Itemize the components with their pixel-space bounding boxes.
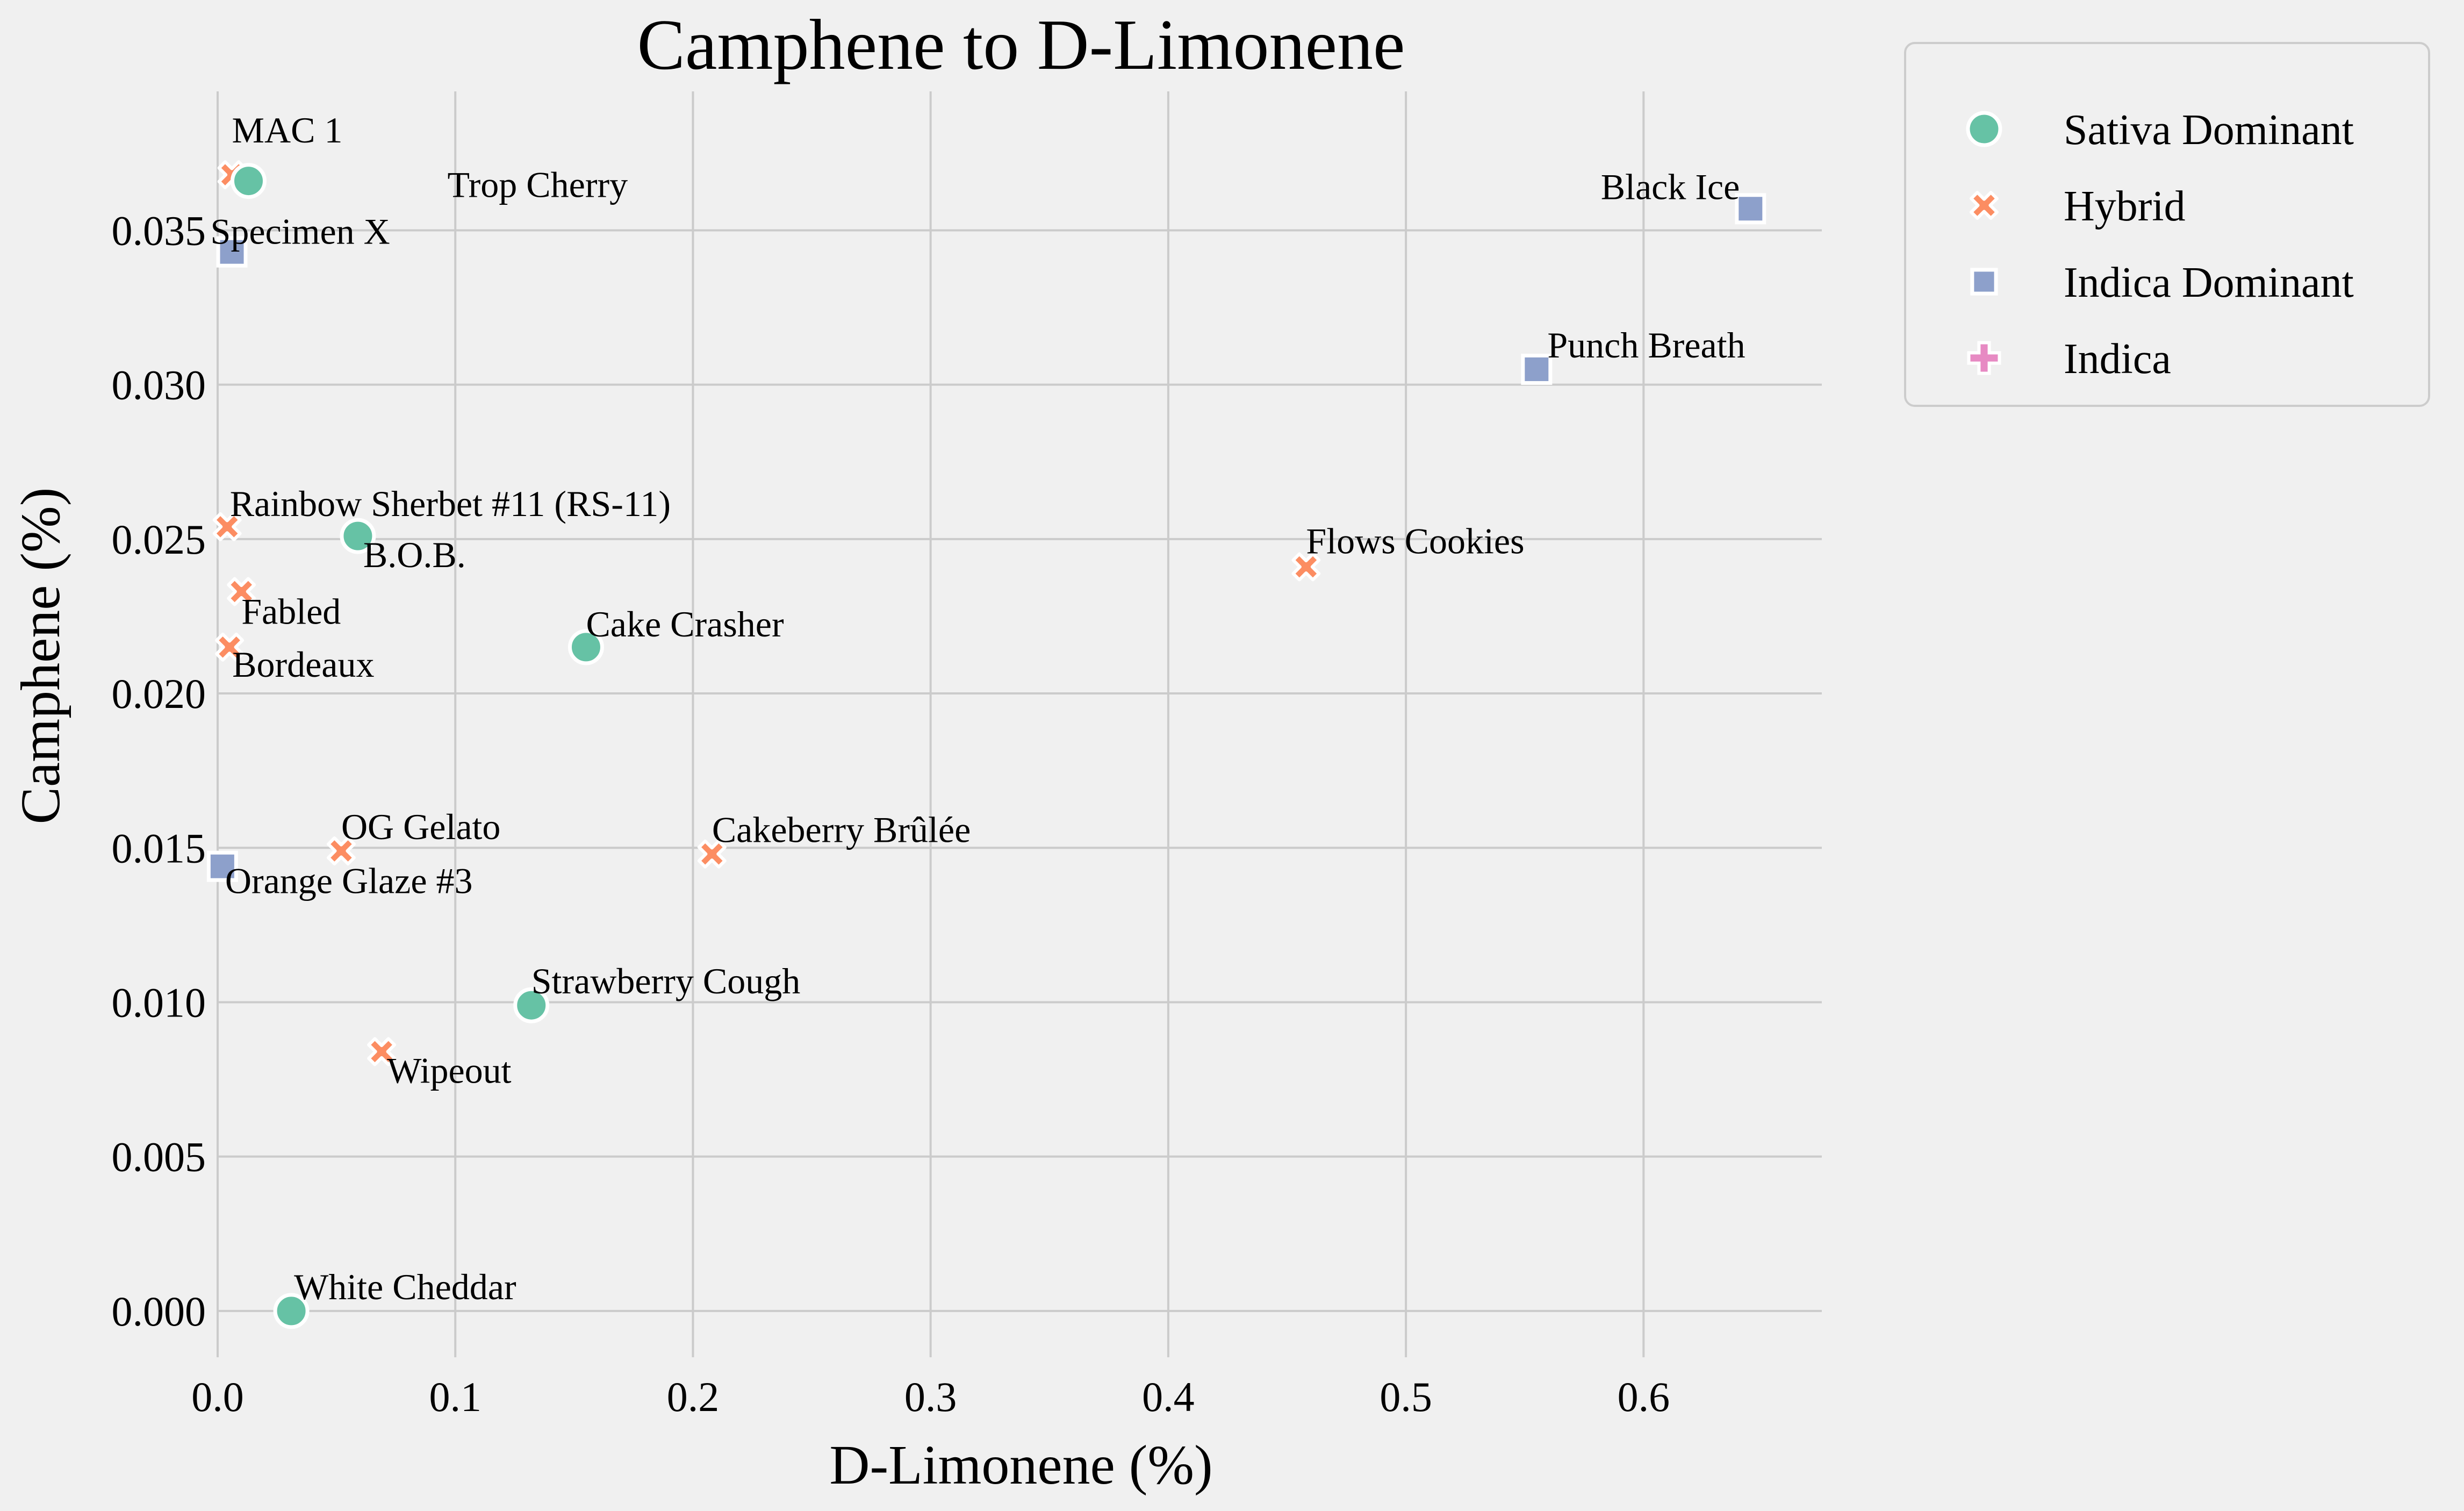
y-tick-label: 0.025 [112, 516, 206, 563]
y-tick-labels: 0.000 0.005 0.010 0.015 0.020 0.025 0.030 0.035 [112, 207, 206, 1334]
data-point [1735, 193, 1766, 225]
point-label: Cakeberry Brûlée [712, 810, 971, 850]
legend-marker [1970, 268, 1998, 296]
point-label: Punch Breath [1547, 325, 1745, 366]
legend-marker [1970, 191, 1999, 220]
y-tick-label: 0.035 [112, 207, 206, 254]
marker-shape [1735, 193, 1766, 225]
point-label: Black Ice [1601, 166, 1740, 207]
chart-title: Camphene to D-Limonene [637, 5, 1405, 84]
y-axis-title: Camphene (%) [10, 488, 71, 825]
data-point [212, 512, 242, 541]
data-points [206, 160, 1766, 1329]
point-label: Cake Crasher [586, 604, 784, 644]
data-point [1521, 353, 1553, 385]
data-point [513, 987, 550, 1023]
y-tick-label: 0.015 [112, 825, 206, 871]
x-tick-labels: 0.0 0.1 0.2 0.3 0.4 0.5 0.6 [191, 1373, 1670, 1420]
x-axis-title: D-Limonene (%) [829, 1434, 1212, 1496]
y-tick-label: 0.000 [112, 1288, 206, 1335]
data-point [367, 1037, 397, 1066]
x-tick-label: 0.1 [429, 1373, 482, 1420]
marker-shape [1967, 341, 2001, 375]
marker-shape [1966, 111, 2002, 147]
data-point [1291, 552, 1321, 582]
data-point [697, 839, 727, 869]
marker-shape [212, 512, 242, 541]
marker-shape [367, 1037, 397, 1066]
point-label: B.O.B. [363, 534, 466, 575]
point-label: Orange Glaze #3 [225, 861, 473, 901]
marker-shape [340, 518, 376, 554]
legend-marker [1966, 111, 2002, 147]
y-tick-label: 0.005 [112, 1134, 206, 1180]
x-tick-label: 0.3 [904, 1373, 957, 1420]
data-point [340, 518, 376, 554]
point-labels: MAC 1 Trop Cherry Specimen X Black Ice Punch… [211, 110, 1745, 1307]
y-tick-label: 0.020 [112, 670, 206, 717]
x-tick-label: 0.0 [191, 1373, 244, 1420]
marker-shape [206, 850, 238, 882]
legend-label: Hybrid [2064, 183, 2186, 230]
data-point [567, 629, 604, 665]
legend-box [1904, 42, 2430, 407]
y-tick-label: 0.010 [112, 979, 206, 1026]
marker-shape [215, 632, 245, 662]
point-label: Wipeout [387, 1050, 512, 1091]
legend-label: Indica [2064, 335, 2171, 383]
point-label: Strawberry Cough [531, 961, 800, 1001]
legend: Sativa Dominant Hybrid Indica Dominant Indi… [1904, 42, 2430, 407]
point-label: OG Gelato [341, 806, 500, 847]
data-point [273, 1293, 310, 1329]
point-label: Flows Cookies [1306, 521, 1524, 562]
marker-shape [1970, 191, 1999, 220]
x-tick-label: 0.5 [1380, 1373, 1432, 1420]
legend-marker [1967, 341, 2001, 375]
x-tick-label: 0.6 [1618, 1373, 1670, 1420]
point-label: Fabled [241, 591, 341, 632]
point-label: Trop Cherry [447, 164, 628, 205]
marker-shape [230, 163, 267, 199]
marker-shape [513, 987, 550, 1023]
data-point [326, 836, 356, 865]
x-tick-label: 0.4 [1142, 1373, 1195, 1420]
point-label: Bordeaux [232, 644, 374, 685]
data-point [216, 236, 248, 268]
marker-shape [697, 839, 727, 869]
data-point [206, 850, 238, 882]
x-tick-label: 0.2 [667, 1373, 720, 1420]
point-label: Rainbow Sherbet #11 (RS-11) [230, 483, 671, 524]
legend-label: Sativa Dominant [2064, 106, 2354, 154]
marker-shape [227, 577, 256, 606]
data-point [215, 632, 245, 662]
point-label: MAC 1 [232, 110, 343, 151]
marker-shape [326, 836, 356, 865]
marker-shape [567, 629, 604, 665]
point-label: Specimen X [211, 211, 390, 252]
legend-label: Indica Dominant [2064, 259, 2354, 306]
y-tick-label: 0.030 [112, 362, 206, 409]
marker-shape [1970, 268, 1998, 296]
data-point [227, 577, 256, 606]
data-point [230, 163, 267, 199]
marker-shape [273, 1293, 310, 1329]
marker-shape [1291, 552, 1321, 582]
marker-shape [216, 236, 248, 268]
marker-shape [1521, 353, 1553, 385]
point-label: White Cheddar [294, 1266, 516, 1307]
grid-lines [217, 91, 1822, 1357]
